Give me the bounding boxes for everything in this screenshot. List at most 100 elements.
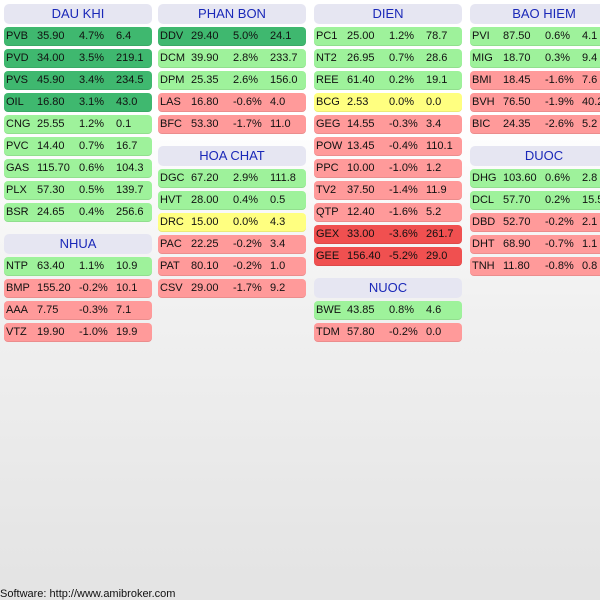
stock-volume: 3.4 xyxy=(426,118,442,130)
stock-row[interactable]: HVT 28.00 0.4% 0.5 xyxy=(158,191,306,210)
stock-symbol: DCL xyxy=(472,194,495,206)
stock-price: 14.40 xyxy=(37,140,65,152)
stock-row[interactable]: BMP 155.20 -0.2% 10.1 xyxy=(4,279,152,298)
stock-row[interactable]: CSV 29.00 -1.7% 9.2 xyxy=(158,279,306,298)
stock-row[interactable]: PVI 87.50 0.6% 4.1 xyxy=(470,27,600,46)
stock-row[interactable]: DHG 103.60 0.6% 2.8 xyxy=(470,169,600,188)
sector-header[interactable]: DUOC xyxy=(470,146,600,166)
stock-symbol: TDM xyxy=(316,326,340,338)
stock-price: 155.20 xyxy=(37,282,71,294)
stock-volume: 6.4 xyxy=(116,30,132,42)
sector-header[interactable]: NHUA xyxy=(4,234,152,254)
stock-change: -1.0% xyxy=(389,162,418,174)
sector-header[interactable]: DAU KHI xyxy=(4,4,152,24)
stock-row[interactable]: TV2 37.50 -1.4% 11.9 xyxy=(314,181,462,200)
stock-row[interactable]: DCM 39.90 2.8% 233.7 xyxy=(158,49,306,68)
stock-row[interactable]: DHT 68.90 -0.7% 1.1 xyxy=(470,235,600,254)
stock-volume: 28.6 xyxy=(426,52,448,64)
stock-row[interactable]: OIL 16.80 3.1% 43.0 xyxy=(4,93,152,112)
stock-row[interactable]: REE 61.40 0.2% 19.1 xyxy=(314,71,462,90)
stock-symbol: TV2 xyxy=(316,184,337,196)
stock-row[interactable]: BWE 43.85 0.8% 4.6 xyxy=(314,301,462,320)
stock-change: 3.1% xyxy=(79,96,105,108)
stock-row[interactable]: AAA 7.75 -0.3% 7.1 xyxy=(4,301,152,320)
stock-row[interactable]: TDM 57.80 -0.2% 0.0 xyxy=(314,323,462,342)
stock-price: 61.40 xyxy=(347,74,375,86)
stock-volume: 40.2 xyxy=(582,96,600,108)
stock-row[interactable]: MIG 18.70 0.3% 9.4 xyxy=(470,49,600,68)
stock-row[interactable]: BFC 53.30 -1.7% 11.0 xyxy=(158,115,306,134)
stock-row[interactable]: BMI 18.45 -1.6% 7.6 xyxy=(470,71,600,90)
stock-row[interactable]: POW 13.45 -0.4% 110.1 xyxy=(314,137,462,156)
stock-row[interactable]: PVS 45.90 3.4% 234.5 xyxy=(4,71,152,90)
stock-price: 28.00 xyxy=(191,194,219,206)
stock-price: 80.10 xyxy=(191,260,219,272)
stock-row[interactable]: VTZ 19.90 -1.0% 19.9 xyxy=(4,323,152,342)
stock-volume: 11.9 xyxy=(426,184,447,196)
stock-price: 87.50 xyxy=(503,30,531,42)
stock-price: 52.70 xyxy=(503,216,531,228)
stock-row[interactable]: GEG 14.55 -0.3% 3.4 xyxy=(314,115,462,134)
stock-row[interactable]: DGC 67.20 2.9% 111.8 xyxy=(158,169,306,188)
stock-symbol: MIG xyxy=(472,52,493,64)
stock-price: 2.53 xyxy=(347,96,369,108)
stock-row[interactable]: PVC 14.40 0.7% 16.7 xyxy=(4,137,152,156)
sector-header[interactable]: NUOC xyxy=(314,278,462,298)
stock-row[interactable]: DPM 25.35 2.6% 156.0 xyxy=(158,71,306,90)
stock-change: 0.4% xyxy=(79,206,105,218)
stock-row[interactable]: GEX 33.00 -3.6% 261.7 xyxy=(314,225,462,244)
stock-price: 29.00 xyxy=(191,282,219,294)
stock-row[interactable]: LAS 16.80 -0.6% 4.0 xyxy=(158,93,306,112)
stock-row[interactable]: DBD 52.70 -0.2% 2.1 xyxy=(470,213,600,232)
stock-change: -0.2% xyxy=(79,282,108,294)
stock-volume: 4.0 xyxy=(270,96,286,108)
stock-row[interactable]: BCG 2.53 0.0% 0.0 xyxy=(314,93,462,112)
stock-row[interactable]: PAT 80.10 -0.2% 1.0 xyxy=(158,257,306,276)
stock-row[interactable]: PVB 35.90 4.7% 6.4 xyxy=(4,27,152,46)
stock-row[interactable]: PLX 57.30 0.5% 139.7 xyxy=(4,181,152,200)
sector-header[interactable]: PHAN BON xyxy=(158,4,306,24)
stock-symbol: POW xyxy=(316,140,343,152)
stock-row[interactable]: PPC 10.00 -1.0% 1.2 xyxy=(314,159,462,178)
stock-change: -1.6% xyxy=(389,206,418,218)
stock-row[interactable]: PVD 34.00 3.5% 219.1 xyxy=(4,49,152,68)
stock-row[interactable]: NTP 63.40 1.1% 10.9 xyxy=(4,257,152,276)
stock-volume: 16.7 xyxy=(116,140,138,152)
stock-change: -0.2% xyxy=(545,216,574,228)
stock-price: 68.90 xyxy=(503,238,531,250)
stock-symbol: DBD xyxy=(472,216,496,228)
stock-symbol: DGC xyxy=(160,172,185,184)
stock-symbol: BMI xyxy=(472,74,492,86)
stock-change: 3.5% xyxy=(79,52,105,64)
stock-row[interactable]: DDV 29.40 5.0% 24.1 xyxy=(158,27,306,46)
stock-price: 25.55 xyxy=(37,118,65,130)
stock-volume: 0.8 xyxy=(582,260,598,272)
stock-row[interactable]: BVH 76.50 -1.9% 40.2 xyxy=(470,93,600,112)
stock-symbol: LAS xyxy=(160,96,181,108)
sector-header[interactable]: BAO HIEM xyxy=(470,4,600,24)
stock-row[interactable]: GEE 156.40 -5.2% 29.0 xyxy=(314,247,462,266)
stock-row[interactable]: NT2 26.95 0.7% 28.6 xyxy=(314,49,462,68)
stock-change: -3.6% xyxy=(389,228,418,240)
stock-volume: 2.8 xyxy=(582,172,598,184)
stock-row[interactable]: DRC 15.00 0.0% 4.3 xyxy=(158,213,306,232)
stock-change: 2.6% xyxy=(233,74,259,86)
sector-header[interactable]: HOA CHAT xyxy=(158,146,306,166)
stock-row[interactable]: CNG 25.55 1.2% 0.1 xyxy=(4,115,152,134)
stock-volume: 156.0 xyxy=(270,74,298,86)
stock-change: 1.1% xyxy=(79,260,105,272)
stock-row[interactable]: QTP 12.40 -1.6% 5.2 xyxy=(314,203,462,222)
sector-header[interactable]: DIEN xyxy=(314,4,462,24)
stock-row[interactable]: DCL 57.70 0.2% 15.5 xyxy=(470,191,600,210)
stock-change: -0.4% xyxy=(389,140,418,152)
sector-group: DAU KHI PVB 35.90 4.7% 6.4 PVD 34.00 3.5% 219.1 P… xyxy=(4,4,152,222)
stock-symbol: NT2 xyxy=(316,52,337,64)
stock-row[interactable]: BSR 24.65 0.4% 256.6 xyxy=(4,203,152,222)
sector-group: DIEN PC1 25.00 1.2% 78.7 NT2 26.95 0.7% 28.6 REE 6… xyxy=(314,4,462,266)
stock-row[interactable]: PC1 25.00 1.2% 78.7 xyxy=(314,27,462,46)
stock-volume: 9.4 xyxy=(582,52,598,64)
stock-row[interactable]: TNH 11.80 -0.8% 0.8 xyxy=(470,257,600,276)
stock-row[interactable]: GAS 115.70 0.6% 104.3 xyxy=(4,159,152,178)
stock-row[interactable]: PAC 22.25 -0.2% 3.4 xyxy=(158,235,306,254)
stock-row[interactable]: BIC 24.35 -2.6% 5.2 xyxy=(470,115,600,134)
